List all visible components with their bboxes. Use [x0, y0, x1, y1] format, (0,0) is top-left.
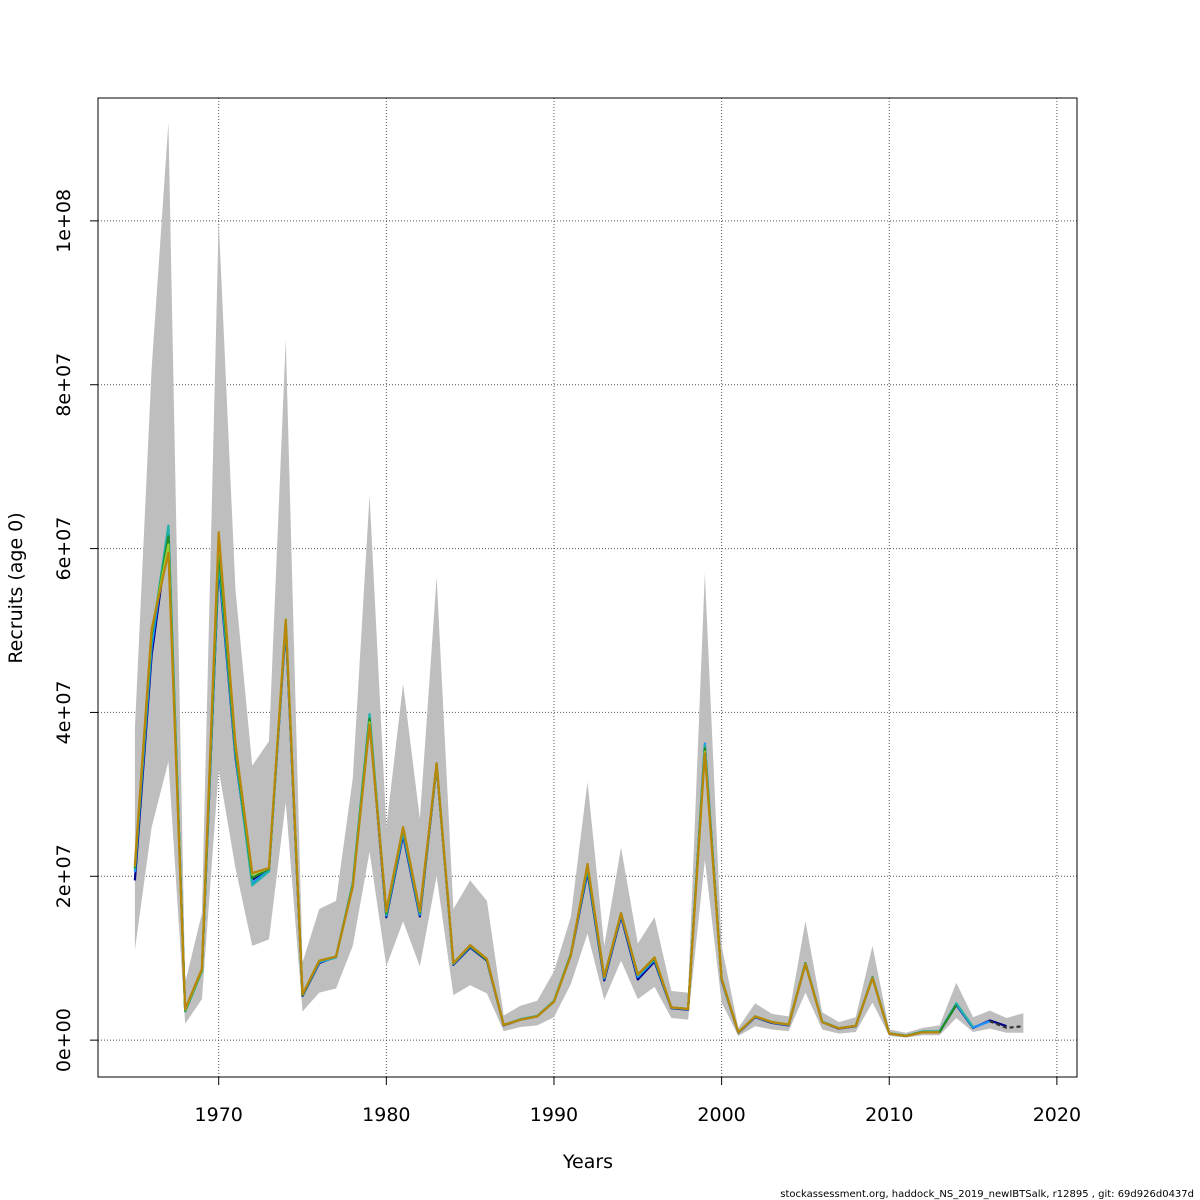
x-tick-label: 2020	[1033, 1104, 1081, 1126]
y-tick-label: 4e+07	[53, 680, 75, 744]
footer-credit: stockassessment.org, haddock_NS_2019_new…	[780, 1189, 1194, 1200]
series-line-7	[989, 1020, 1024, 1029]
x-axis-title: Years	[562, 1151, 613, 1173]
y-tick-label: 8e+07	[53, 353, 75, 417]
confidence-band-area	[134, 122, 1024, 1038]
y-axis: 0e+00 2e+07 4e+07 6e+07 8e+07 1e+08	[53, 189, 99, 1072]
series-line-6	[133, 531, 940, 1038]
x-axis: 1970 1980 1990 2000 2010 2020	[195, 1076, 1081, 1126]
x-tick-label: 2010	[865, 1104, 913, 1126]
y-tick-label: 2e+07	[53, 844, 75, 908]
x-tick-label: 1970	[195, 1104, 243, 1126]
y-tick-label: 0e+00	[53, 1008, 75, 1072]
y-axis-title: Recruits (age 0)	[5, 512, 27, 663]
y-tick-label: 1e+08	[53, 189, 75, 253]
x-tick-label: 2000	[697, 1104, 745, 1126]
x-tick-label: 1980	[362, 1104, 410, 1126]
confidence-band	[134, 122, 1024, 1038]
x-tick-label: 1990	[530, 1104, 578, 1126]
y-tick-label: 6e+07	[53, 517, 75, 581]
series-lines	[133, 524, 1024, 1038]
